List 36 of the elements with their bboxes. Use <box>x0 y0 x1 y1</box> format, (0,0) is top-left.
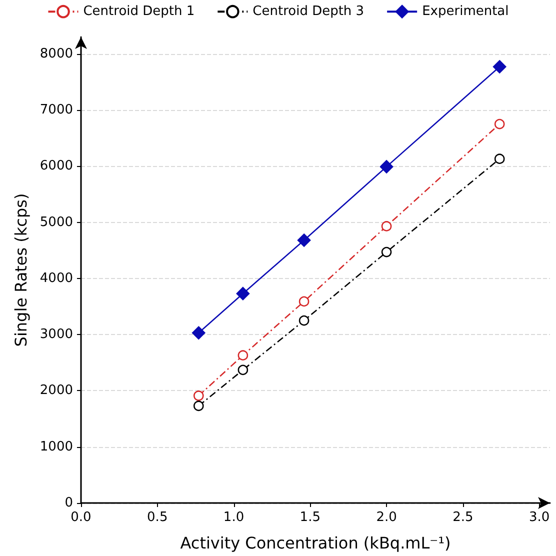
y-axis-title: Single Rates (kcps) <box>12 193 30 347</box>
y-tick-label: 1000 <box>40 439 73 454</box>
point <box>238 350 248 360</box>
legend-label: Centroid Depth 3 <box>252 4 364 20</box>
point <box>193 400 204 412</box>
x-tick-label: 2.0 <box>376 510 397 525</box>
point <box>193 390 204 401</box>
y-tick-label: 8000 <box>40 46 73 62</box>
x-tick-label: 3.0 <box>528 510 550 525</box>
point <box>381 246 392 258</box>
y-tick-label: 4000 <box>40 270 73 286</box>
y-tick-label: 3000 <box>40 327 73 342</box>
y-tick-label: 7000 <box>40 102 73 118</box>
point <box>298 296 310 307</box>
legend-label: Experimental <box>422 4 509 20</box>
point <box>380 160 394 174</box>
x-tick-label: 0.5 <box>147 510 168 525</box>
point <box>492 60 506 74</box>
point <box>192 326 206 340</box>
y-tick-label: 6000 <box>40 158 73 174</box>
point <box>297 234 311 247</box>
x-tick-label: 2.5 <box>452 510 474 525</box>
point <box>494 154 505 164</box>
point <box>236 286 250 300</box>
x-tick-label: 0.0 <box>70 510 92 525</box>
x-tick-label: 1.0 <box>223 510 244 525</box>
x-tick-label: 1.5 <box>300 510 320 525</box>
y-tick-label: 5000 <box>40 214 73 230</box>
point <box>298 315 310 326</box>
legend-label: Centroid Depth 1 <box>83 4 195 20</box>
point <box>381 221 392 232</box>
point <box>494 118 505 130</box>
y-tick-label: 2000 <box>40 383 73 398</box>
y-tick-label: 0 <box>64 496 73 510</box>
x-axis-title: Activity Concentration (kBq.mL⁻¹) <box>180 534 451 552</box>
point <box>238 364 248 376</box>
